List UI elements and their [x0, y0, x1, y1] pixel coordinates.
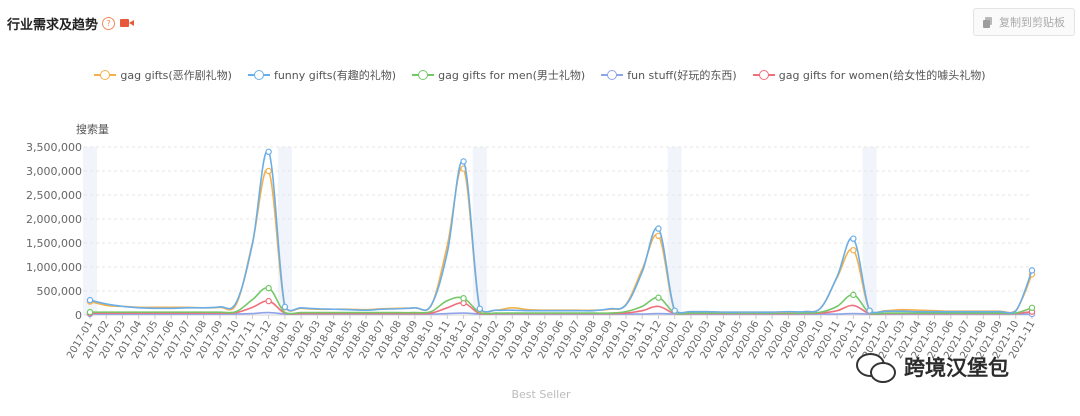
- legend-label: gag gifts for women(给女性的噱头礼物): [778, 69, 986, 82]
- x-axis-title: Best Seller: [511, 388, 570, 401]
- copy-button-label: 复制到剪贴板: [999, 16, 1065, 29]
- legend-item[interactable]: gag gifts(恶作剧礼物): [94, 67, 232, 83]
- page-title: 行业需求及趋势: [7, 17, 99, 33]
- series-point[interactable]: [265, 167, 272, 175]
- legend-label: funny gifts(有趣的礼物): [273, 69, 397, 82]
- legend-item[interactable]: gag gifts for women(给女性的噱头礼物): [752, 67, 986, 83]
- x-axis: 2017-012017-022017-032017-042017-052017-…: [65, 315, 1038, 361]
- series-point[interactable]: [86, 308, 94, 316]
- highlight-band: [667, 147, 682, 315]
- series-point[interactable]: [655, 294, 662, 301]
- legend-label: gag gifts for men(男士礼物): [438, 69, 586, 82]
- video-camera-icon[interactable]: [120, 18, 135, 28]
- series-point[interactable]: [1028, 304, 1036, 311]
- copy-to-clipboard-button[interactable]: 复制到剪贴板: [973, 8, 1075, 36]
- series-point[interactable]: [460, 158, 467, 165]
- series-point[interactable]: [265, 284, 272, 292]
- series-point[interactable]: [850, 246, 857, 254]
- legend-marker-icon: [94, 70, 117, 80]
- chart-legend: gag gifts(恶作剧礼物) funny gifts(有趣的礼物) gag gi…: [0, 67, 1080, 83]
- y-tick-label: 1,000,000: [26, 261, 82, 274]
- legend-marker-icon: [247, 70, 270, 80]
- series-point[interactable]: [655, 225, 662, 232]
- y-tick-label: 3,000,000: [26, 165, 82, 178]
- y-tick-label: 1,500,000: [26, 237, 82, 250]
- series-point[interactable]: [850, 235, 857, 242]
- wechat-icon: [856, 353, 896, 383]
- legend-marker-icon: [752, 70, 775, 80]
- legend-label: fun stuff(好玩的东西): [627, 69, 737, 82]
- series-point[interactable]: [850, 291, 857, 299]
- y-tick-label: 0: [75, 309, 82, 322]
- legend-item[interactable]: fun stuff(好玩的东西): [601, 67, 737, 83]
- series-point[interactable]: [265, 148, 272, 155]
- highlight-band: [277, 147, 292, 315]
- y-tick-label: 3,500,000: [26, 141, 82, 154]
- watermark: 跨境汉堡包: [856, 352, 1009, 383]
- legend-item[interactable]: gag gifts for men(男士礼物): [412, 67, 585, 83]
- y-axis-title: 搜索量: [76, 122, 109, 136]
- highlight-band: [862, 147, 877, 315]
- legend-item[interactable]: funny gifts(有趣的礼物): [247, 67, 397, 83]
- help-icon[interactable]: ?: [102, 16, 116, 30]
- y-axis-ticks: 0 500,000 1,000,000 1,500,000 2,000,000 2,500…: [26, 141, 82, 322]
- y-tick-label: 500,000: [37, 285, 83, 298]
- series-line: [89, 149, 1033, 314]
- series-lines: [86, 148, 1036, 318]
- series-point[interactable]: [281, 303, 289, 311]
- series-point[interactable]: [671, 307, 678, 314]
- series-point[interactable]: [265, 297, 272, 305]
- series-point[interactable]: [1028, 267, 1036, 274]
- highlight-band: [472, 147, 487, 315]
- series-point[interactable]: [460, 295, 467, 302]
- highlight-bands: [83, 147, 877, 315]
- y-tick-label: 2,500,000: [26, 189, 82, 202]
- legend-label: gag gifts(恶作剧礼物): [120, 69, 232, 82]
- y-tick-label: 2,000,000: [26, 213, 82, 226]
- watermark-text: 跨境汉堡包: [904, 356, 1009, 380]
- series-point[interactable]: [86, 296, 94, 304]
- series-line: [90, 286, 1033, 315]
- legend-marker-icon: [412, 70, 435, 80]
- series-point[interactable]: [866, 307, 873, 314]
- legend-marker-icon: [601, 70, 624, 80]
- copy-icon: [983, 16, 993, 28]
- grid-lines: [84, 146, 1032, 316]
- section-header: 行业需求及趋势 ?: [7, 12, 135, 34]
- highlight-band: [83, 147, 97, 315]
- series-point[interactable]: [476, 305, 483, 312]
